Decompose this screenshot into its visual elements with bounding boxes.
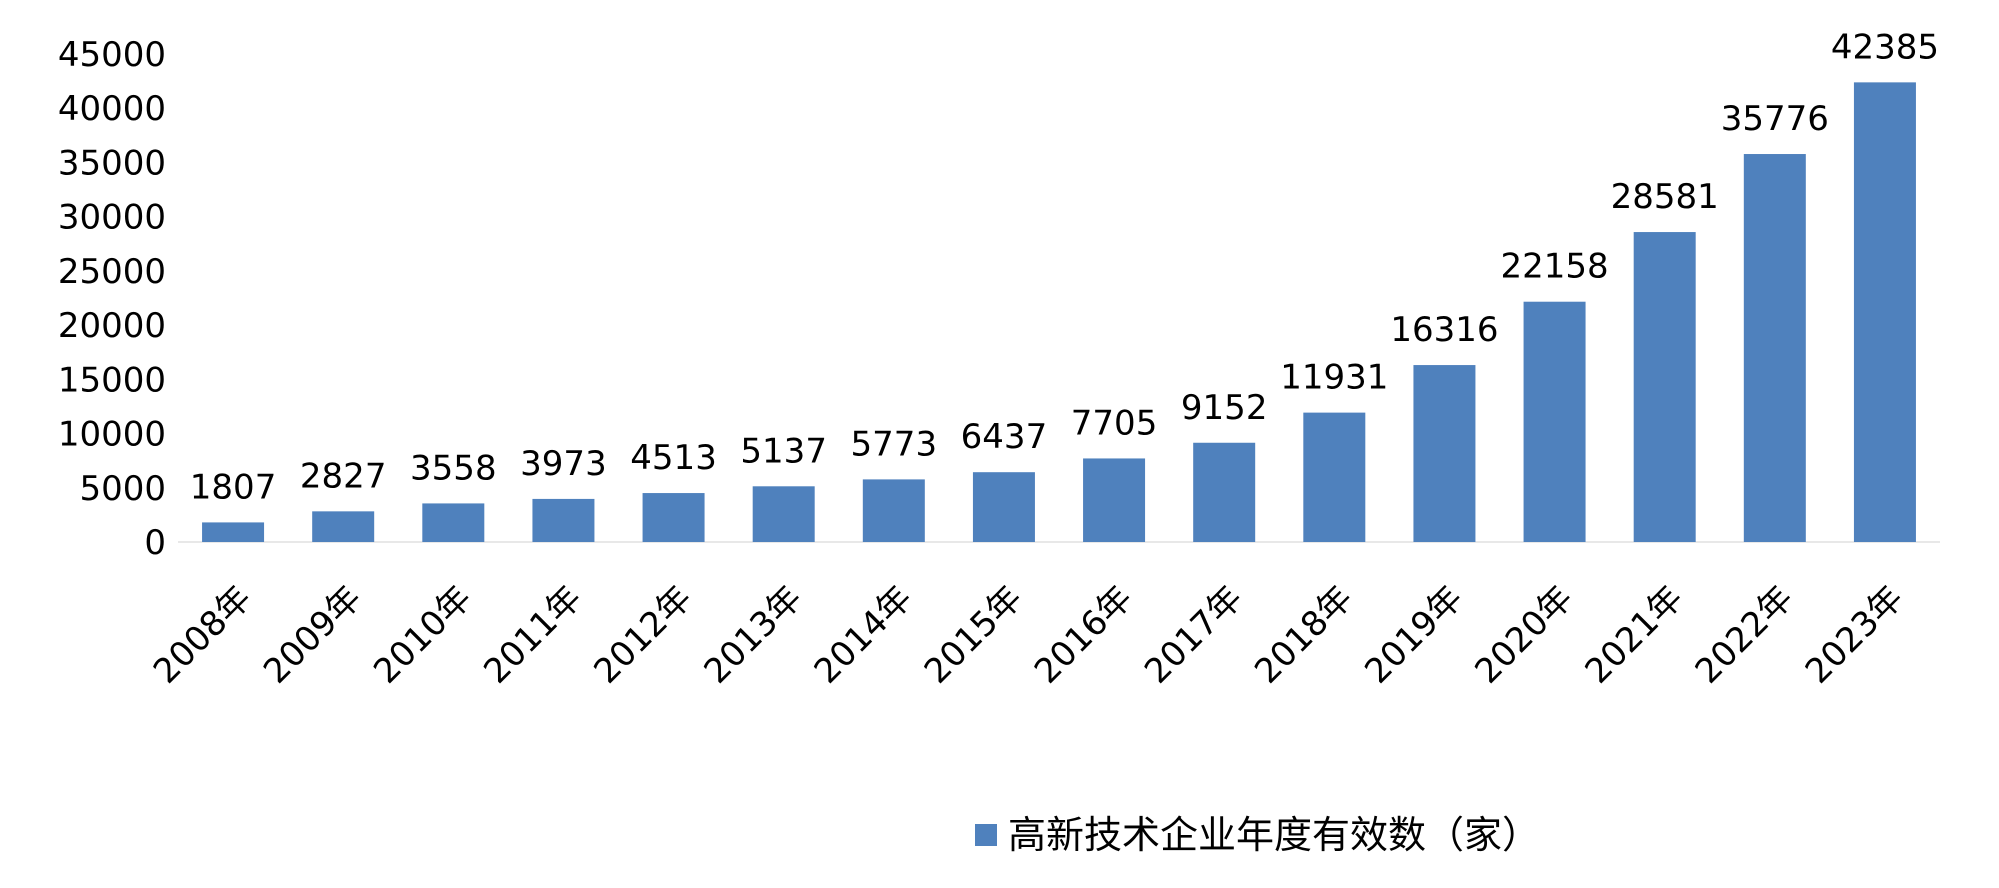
x-tick-label: 2020年 [1467, 578, 1581, 692]
data-label: 42385 [1831, 27, 1939, 67]
data-label: 2827 [300, 456, 387, 496]
y-axis-ticks: 0 5000 10000 15000 20000 25000 30000 35000 40000… [58, 35, 166, 563]
data-labels: 1807 2827 3558 3973 4513 5137 5773 6437 7705 9152… [190, 27, 1939, 507]
data-label: 11931 [1280, 358, 1388, 398]
bar [532, 498, 595, 542]
x-tick-label: 2008年 [146, 578, 260, 692]
bar [1523, 301, 1586, 542]
data-label: 5773 [851, 424, 938, 464]
bars [202, 82, 1916, 543]
bar [642, 493, 705, 542]
data-label: 3558 [410, 448, 497, 488]
x-tick-label: 2010年 [366, 578, 480, 692]
y-tick-label: 20000 [58, 306, 166, 346]
x-tick-label: 2012年 [586, 578, 700, 692]
data-label: 22158 [1500, 247, 1608, 287]
bar [752, 486, 815, 542]
bar [312, 511, 375, 542]
data-label: 28581 [1611, 177, 1719, 217]
x-tick-label: 2019年 [1357, 578, 1471, 692]
x-tick-label: 2018年 [1247, 578, 1361, 692]
x-tick-label: 2021年 [1578, 578, 1692, 692]
bar [862, 479, 925, 542]
legend-label: 高新技术企业年度有效数（家） [1008, 813, 1540, 857]
bar [1303, 412, 1366, 542]
data-label: 3973 [520, 444, 607, 484]
data-label: 9152 [1181, 388, 1268, 428]
y-tick-label: 10000 [58, 415, 166, 455]
x-tick-label: 2014年 [807, 578, 921, 692]
x-tick-label: 2022年 [1688, 578, 1802, 692]
y-tick-label: 30000 [58, 198, 166, 238]
y-tick-label: 25000 [58, 252, 166, 292]
legend: 高新技术企业年度有效数（家） [975, 813, 1540, 857]
data-label: 4513 [630, 438, 717, 478]
x-axis-ticks: 2008年2009年2010年2011年2012年2013年2014年2015年… [146, 578, 1911, 692]
bar [1853, 82, 1916, 543]
bar [1633, 232, 1696, 542]
legend-swatch [975, 824, 997, 846]
y-tick-label: 15000 [58, 360, 166, 400]
bar [1193, 442, 1256, 542]
x-tick-label: 2017年 [1137, 578, 1251, 692]
bar [422, 503, 485, 542]
data-label: 5137 [740, 431, 827, 471]
data-label: 6437 [961, 417, 1048, 457]
y-tick-label: 0 [144, 523, 166, 563]
x-tick-label: 2011年 [476, 578, 590, 692]
bar [1743, 154, 1806, 542]
y-tick-label: 40000 [58, 89, 166, 129]
bar [1083, 458, 1146, 542]
bar [972, 472, 1035, 542]
bar [1413, 365, 1476, 542]
y-tick-label: 5000 [79, 469, 166, 509]
y-tick-label: 45000 [58, 35, 166, 75]
bar [202, 522, 265, 542]
x-tick-label: 2013年 [697, 578, 811, 692]
data-label: 7705 [1071, 403, 1158, 443]
y-tick-label: 35000 [58, 143, 166, 183]
data-label: 16316 [1390, 310, 1498, 350]
data-label: 35776 [1721, 99, 1829, 139]
x-tick-label: 2023年 [1798, 578, 1912, 692]
x-tick-label: 2016年 [1027, 578, 1141, 692]
data-label: 1807 [190, 467, 277, 507]
x-tick-label: 2009年 [256, 578, 370, 692]
x-tick-label: 2015年 [917, 578, 1031, 692]
